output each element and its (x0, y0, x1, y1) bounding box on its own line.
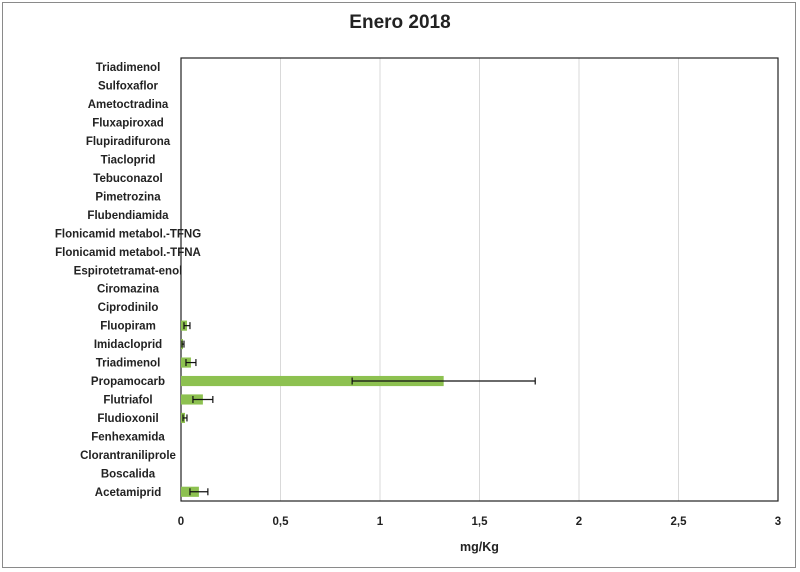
category-label: Espirotetramat-enol (74, 265, 183, 277)
category-label: Flupiradifurona (86, 136, 171, 148)
x-tick-label: 3 (775, 516, 781, 528)
bar (181, 394, 203, 405)
error-bar (351, 377, 536, 385)
plot-area (180, 57, 779, 502)
category-label: Fluxapiroxad (92, 118, 164, 130)
category-label: Clorantraniliprole (80, 450, 176, 462)
error-bar (182, 414, 188, 422)
category-labels: Triadimenol Sulfoxaflor Ametoctradina Fluxa… (55, 62, 201, 499)
x-tick-label: 0 (178, 516, 184, 528)
category-label: Flubendiamida (87, 210, 169, 222)
error-bar (181, 340, 185, 348)
category-label: Sulfoxaflor (98, 81, 159, 93)
x-tick-labels: 0 0,5 1 1,5 2 2,5 3 (178, 516, 781, 528)
x-tick-label: 1 (377, 516, 384, 528)
category-label: Tebuconazol (93, 173, 162, 185)
error-bar (189, 488, 209, 496)
bar (181, 375, 444, 387)
chart-title: Enero 2018 (349, 12, 451, 33)
category-label: Acetamiprid (95, 487, 161, 499)
x-tick-label: 2,5 (671, 516, 688, 528)
category-label: Flutriafol (103, 394, 152, 406)
category-label: Ciromazina (97, 284, 160, 296)
category-label: Fludioxonil (97, 413, 158, 425)
category-label: Propamocarb (91, 376, 165, 388)
category-label: Fenhexamida (91, 431, 165, 443)
category-label: Fluopiram (100, 321, 156, 333)
error-bar (183, 322, 191, 330)
x-tick-label: 0,5 (273, 516, 290, 528)
gridlines (280, 58, 679, 501)
x-axis-label: mg/Kg (460, 540, 499, 554)
category-label: Triadimenol (96, 62, 161, 74)
category-label: Flonicamid metabol.-TFNG (55, 228, 201, 240)
error-bar (185, 359, 197, 367)
category-label: Pimetrozina (95, 191, 161, 203)
error-bar (192, 395, 214, 403)
x-tick-label: 1,5 (472, 516, 489, 528)
x-tick-label: 2 (576, 516, 582, 528)
category-label: Ciprodinilo (98, 302, 159, 314)
bars (181, 320, 444, 497)
category-label: Ametoctradina (88, 99, 169, 111)
category-label: Imidacloprid (94, 339, 162, 351)
category-label: Tiacloprid (101, 155, 156, 167)
category-label: Triadimenol (96, 358, 161, 370)
error-bars (181, 322, 536, 496)
category-label: Boscalida (101, 468, 156, 480)
category-label: Flonicamid metabol.-TFNA (55, 247, 201, 259)
